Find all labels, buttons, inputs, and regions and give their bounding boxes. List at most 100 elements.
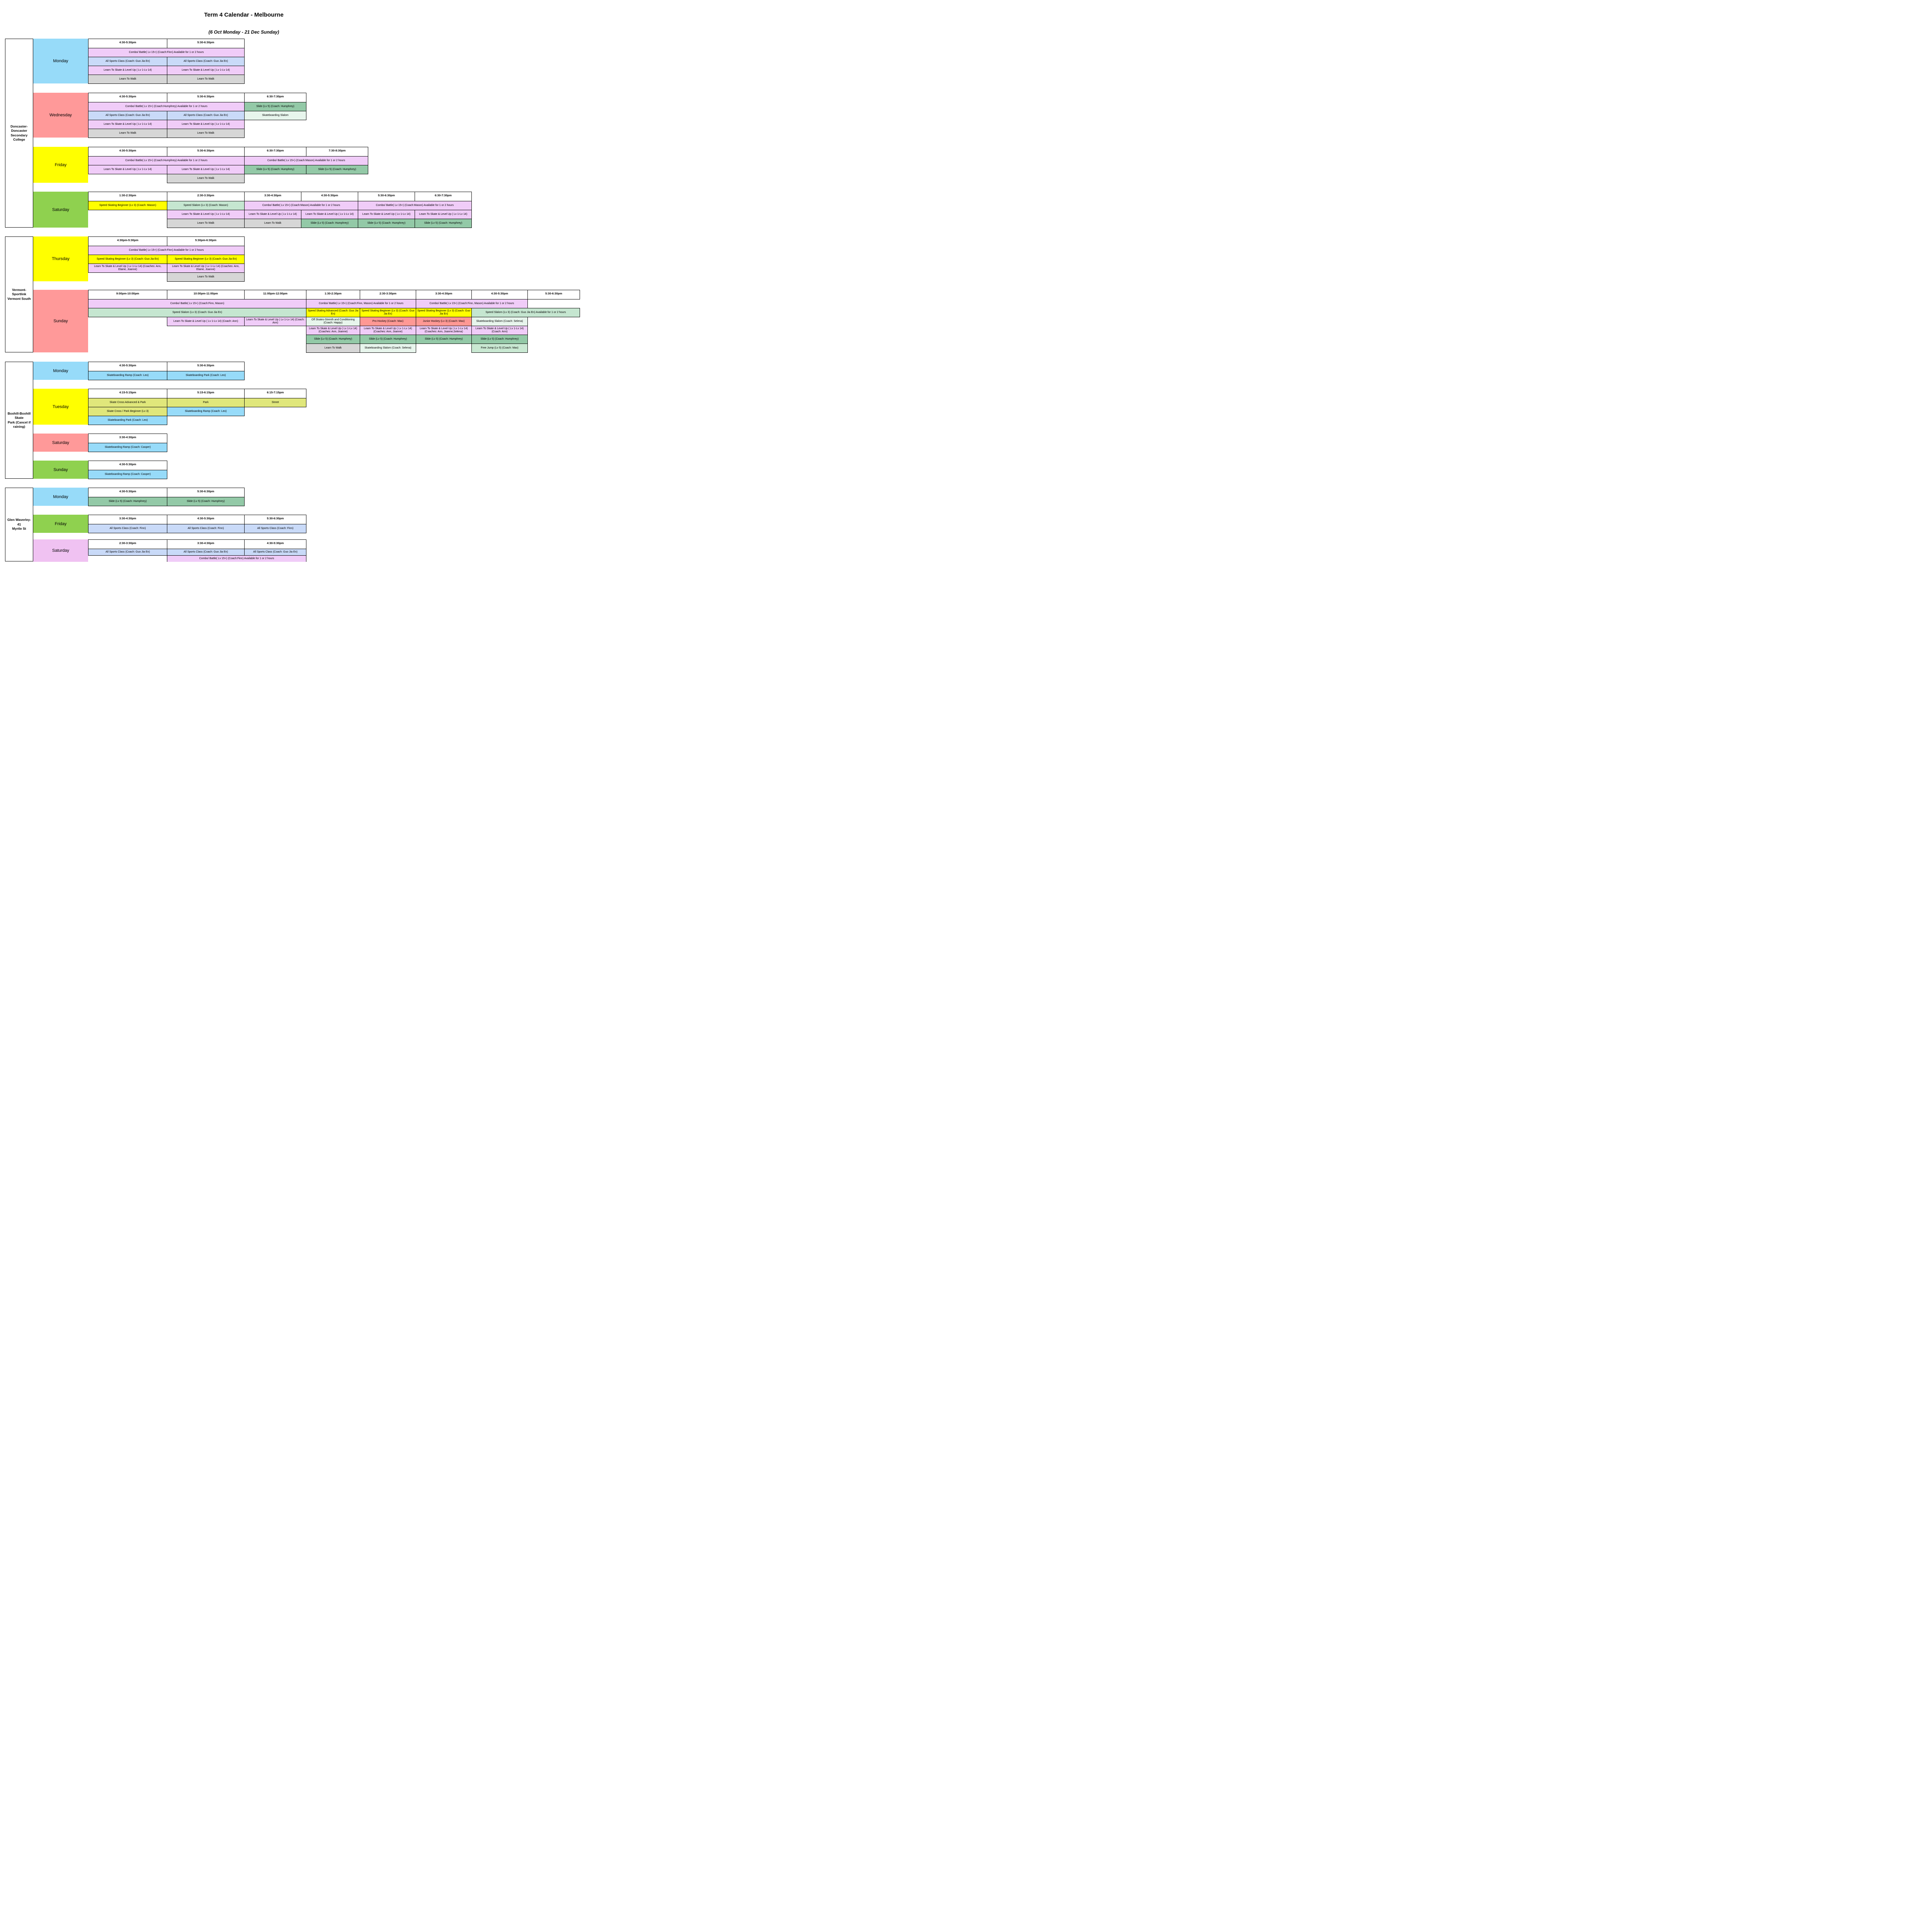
class-cell: Speed Slalom (Lv 3) (Coach: Guo Jia En): [88, 308, 306, 317]
class-cell: All Sports Class (Coach: Guo Jia En): [167, 549, 245, 556]
class-cell: Learn To Skate & Level Up ( Lv 1-Lv 14): [167, 66, 245, 75]
class-cell: All Sports Class (Coach: Guo Jia En): [88, 549, 167, 556]
time-header-cell: 4:30-5:30pm: [167, 515, 245, 524]
time-header-cell: 5:30-6:30pm: [167, 488, 245, 497]
time-header-cell: 10:00pm-11:00pm: [167, 290, 245, 299]
class-cell: Slide (Lv 5) (Coach: Humphrey): [244, 165, 306, 174]
location-box: Boxhill-Boxhill Skate Park (Cancel if ra…: [5, 362, 33, 479]
class-cell: Learn To Skate & Level Up ( Lv 1-Lv 14) …: [167, 264, 245, 273]
location-box: Doncaster-Doncaster Secondary College: [5, 39, 33, 228]
time-header-cell: 4:30-5:30pm: [88, 147, 167, 156]
class-cell: Skateboarding Ramp (Coach: Leo): [88, 371, 167, 380]
day-cell-monday: Monday: [33, 362, 88, 380]
time-header-cell: 5:30-6:30pm: [167, 39, 245, 48]
time-header-cell: 2:30-3:30pm: [360, 290, 416, 299]
page-subtitle: (6 Oct Monday - 21 Dec Sunday): [208, 29, 279, 35]
time-header-cell: 3:30-4:30pm: [167, 539, 245, 549]
day-cell-sunday: Sunday: [33, 290, 88, 352]
class-cell: Pro Hockey (Coach: Max): [360, 317, 416, 326]
time-header-cell: 4:15-5:15pm: [88, 389, 167, 398]
time-header-cell: 4:30-5:30pm: [88, 93, 167, 102]
class-cell: Off Skates-Strenth and Conditioning (Coa…: [306, 317, 360, 326]
time-header-cell: 4:30-5:30pm: [88, 362, 167, 371]
time-header-cell: 4:30-5:30pm: [88, 488, 167, 497]
class-cell: Learn To Skate & Level Up ( Lv 1-Lv 14): [88, 165, 167, 174]
class-cell: Combo/ Battle( Lv 15+) (Coach:Mason) Ava…: [244, 156, 368, 165]
class-cell: All Sports Class (Coach: Guo Jia En): [167, 57, 245, 66]
time-header-cell: 4:30pm-5:30pm: [88, 236, 167, 246]
class-cell: Skateboarding Park (Coach: Leo): [167, 371, 245, 380]
class-cell: Slide (Lv 5) (Coach: Humphrey): [306, 335, 360, 344]
class-cell: Speed Skating Advanced (Coach: Guo Jia E…: [306, 308, 360, 317]
time-header-cell: 4:30-5:30pm: [301, 192, 358, 201]
time-header-cell: 6:30-7:30pm: [244, 147, 306, 156]
class-cell: Speed Slalom (Lv 3) (Coach: Guo Jia En) …: [471, 308, 580, 317]
time-header-cell: 1:30-2:30pm: [306, 290, 360, 299]
time-header-cell: 5:30-6:30pm: [244, 515, 306, 524]
class-cell: Slide (Lv 5) (Coach: Humphrey): [416, 335, 472, 344]
class-cell: Free Jump (Lv 5) (Coach: Max): [471, 344, 528, 353]
class-cell: All Sports Class (Coach: Guo Jia En): [88, 111, 167, 120]
class-cell: Learn To Skate & Level Up ( Lv 1-Lv 14) …: [471, 326, 528, 335]
class-cell: Combo/ Battle( Lv 15+) (Coach:Mason) Ava…: [358, 201, 472, 210]
class-cell: Combo/ Battle( Lv 15+) (Coach:Finn, Maso…: [88, 299, 306, 308]
time-header-cell: 11:00pm-12:00pm: [244, 290, 306, 299]
class-cell: All Sports Class (Coach: Guo Jia En): [88, 57, 167, 66]
class-cell: Skateboarding Ramp (Coach: Casper): [88, 443, 167, 452]
day-cell-friday: Friday: [33, 515, 88, 533]
class-cell: Slide (Lv 5) (Coach: Humphrey): [244, 102, 306, 111]
time-header-cell: 3:30-4:30pm: [416, 290, 472, 299]
class-cell: Skate Cross / Park Beginner (Lv 3): [88, 407, 167, 416]
day-cell-friday: Friday: [33, 147, 88, 183]
class-cell: Combo/ Battle( Lv 15+) (Coach:Finn) Avai…: [88, 48, 245, 57]
class-cell: Skateboarding Ramp (Coach: Casper): [88, 470, 167, 479]
class-cell: Combo/ Battle( Lv 15+) (Coach:Finn, Maso…: [416, 299, 528, 308]
class-cell: Skateboarding Slalom (Coach: Selena): [471, 317, 528, 326]
class-cell: Learn To Skate & Level Up ( Lv 1-Lv 14) …: [360, 326, 416, 335]
class-cell: All Sports Class (Coach: Guo Jia En): [167, 111, 245, 120]
class-cell: Learn To Skate & Level Up ( Lv 1-Lv 14): [167, 120, 245, 129]
class-cell: Learn To Walk: [244, 219, 301, 228]
class-cell: Learn To Skate & Level Up ( Lv 1-Lv 14): [167, 165, 245, 174]
class-cell: All Sports Class (Coach: Finn): [167, 524, 245, 533]
location-label: Boxhill-Boxhill Skate Park (Cancel if ra…: [7, 411, 31, 429]
time-header-cell: 5:30pm-6:30pm: [167, 236, 245, 246]
time-header-cell: 2:30-3:30pm: [88, 539, 167, 549]
class-cell: Park: [167, 398, 245, 407]
location-label: Glen Waverley-41 Myrtle St: [7, 518, 31, 531]
class-cell: Learn To Walk: [88, 75, 167, 84]
class-cell: Skateboarding Slalom (Coach: Selena): [360, 344, 416, 353]
day-cell-saturday: Saturday: [33, 539, 88, 562]
class-cell: Slide (Lv 5) (Coach: Humphrey): [358, 219, 415, 228]
class-cell: Speed Skating Beginner (Lv 3) (Coach: Gu…: [416, 308, 472, 317]
time-header-cell: 5:30-6:30pm: [167, 362, 245, 371]
day-cell-wednesday: Wednesday: [33, 93, 88, 138]
class-cell: Learn To Skate & Level Up ( Lv 1-Lv 14) …: [416, 326, 472, 335]
day-cell-saturday: Saturday: [33, 192, 88, 228]
class-cell: Speed Skating Beginner (Lv 3) (Coach: Gu…: [88, 255, 167, 264]
class-cell: Learn To Walk: [306, 344, 360, 353]
day-cell-tuesday: Tuesday: [33, 389, 88, 425]
class-cell: Learn To Skate & Level Up ( Lv 1-Lv 14): [88, 120, 167, 129]
class-cell: Slide (Lv 5) (Coach: Humphrey): [360, 335, 416, 344]
location-label: Vermont- Sportlink Vermont South: [7, 287, 31, 301]
class-cell: Slide (Lv 5) (Coach: Humphrey): [415, 219, 472, 228]
class-cell: Learn To Walk: [167, 219, 245, 228]
time-header-cell: 4:30-5:30pm: [471, 290, 528, 299]
class-cell: Learn To Skate & Level Up ( Lv 1-Lv 14): [244, 210, 301, 219]
time-header-cell: 5:30-6:30pm: [167, 93, 245, 102]
class-cell: Learn To Walk: [167, 174, 245, 183]
day-cell-sunday: Sunday: [33, 461, 88, 479]
class-cell: Junior Hockey (Lv 3) (Coach: Max): [416, 317, 472, 326]
class-cell: Skateboarding Slalom: [244, 111, 306, 120]
time-header-cell: 5:30-6:30pm: [358, 192, 415, 201]
class-cell: Combo/ Battle( Lv 15+) (Coach:Humphrey) …: [88, 102, 245, 111]
class-cell: Slide (Lv 5) (Coach: Humphrey): [471, 335, 528, 344]
class-cell: Learn To Walk: [167, 272, 245, 282]
time-header-cell: 4:30-5:30pm: [88, 39, 167, 48]
class-cell: All Sports Class (Coach: Finn): [244, 524, 306, 533]
time-header-cell: 6:15-7:15pm: [244, 389, 306, 398]
class-cell: Learn To Skate & Level Up ( Lv 1-Lv 14) …: [167, 317, 245, 326]
class-cell: Learn To Walk: [88, 129, 167, 138]
class-cell: Speed Skating Beginner (Lv 3) (Coach: Gu…: [167, 255, 245, 264]
